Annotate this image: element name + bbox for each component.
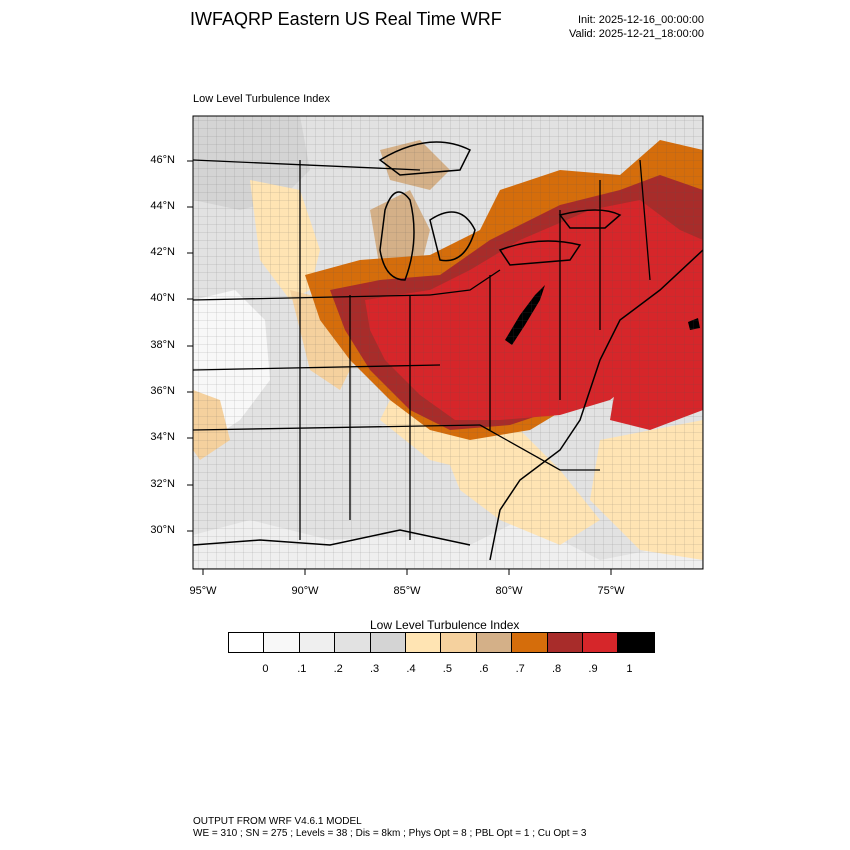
lat-label-32: 32°N (150, 478, 175, 490)
colorbar-box-8 (512, 633, 548, 652)
lon-label-85: 85°W (393, 585, 421, 597)
state-borders (193, 159, 651, 540)
colorbar-tick-label: .2 (333, 663, 343, 675)
colorbar-tick-label: .6 (479, 663, 489, 675)
colorbar-tick-label: 0 (262, 663, 269, 675)
lon-label-75: 75°W (597, 585, 625, 597)
main-title: IWFAQRP Eastern US Real Time WRF (190, 9, 502, 29)
footer-model-line: OUTPUT FROM WRF V4.6.1 MODEL (193, 816, 362, 827)
colorbar-tick-label: .5 (442, 663, 452, 675)
lat-label-30: 30°N (150, 524, 175, 536)
lat-label-46: 46°N (150, 154, 175, 166)
colorbar-box-7 (476, 633, 513, 652)
axis-ticks (187, 160, 612, 575)
colorbar-box-3 (335, 633, 371, 652)
panel-label: Low Level Turbulence Index (193, 93, 330, 105)
lat-label-34: 34°N (150, 431, 175, 443)
lat-label-36: 36°N (150, 385, 175, 397)
colorbar (228, 632, 655, 653)
colorbar-tick-label: 1 (626, 663, 633, 675)
lat-label-44: 44°N (150, 200, 175, 212)
colorbar-box-11 (618, 633, 654, 652)
colorbar-box-0 (229, 633, 265, 652)
colorbar-title: Low Level Turbulence Index (370, 618, 520, 632)
lake-outlines (378, 141, 622, 281)
colorbar-tick-label: .3 (370, 663, 380, 675)
init-time: Init: 2025-12-16_00:00:00 (578, 14, 704, 26)
colorbar-box-1 (264, 633, 300, 652)
colorbar-tick-label: .7 (515, 663, 525, 675)
lon-label-90: 90°W (291, 585, 319, 597)
lat-label-38: 38°N (150, 339, 175, 351)
colorbar-tick-label: .4 (406, 663, 416, 675)
colorbar-box-4 (370, 633, 406, 652)
lat-label-42: 42°N (150, 246, 175, 258)
colorbar-box-10 (582, 633, 619, 652)
colorbar-box-5 (405, 633, 442, 652)
map-frame (192, 115, 704, 570)
footer-config-line: WE = 310 ; SN = 275 ; Levels = 38 ; Dis … (193, 828, 587, 839)
lat-label-40: 40°N (150, 292, 175, 304)
colorbar-box-2 (299, 633, 336, 652)
colorbar-box-6 (441, 633, 477, 652)
colorbar-box-9 (547, 633, 583, 652)
colorbar-tick-label: .8 (552, 663, 562, 675)
lon-label-95: 95°W (189, 585, 217, 597)
valid-time: Valid: 2025-12-21_18:00:00 (569, 28, 704, 40)
colorbar-tick-label: .9 (588, 663, 598, 675)
coastline (193, 249, 703, 561)
lon-label-80: 80°W (495, 585, 523, 597)
colorbar-tick-label: .1 (297, 663, 307, 675)
map-field (193, 116, 703, 569)
